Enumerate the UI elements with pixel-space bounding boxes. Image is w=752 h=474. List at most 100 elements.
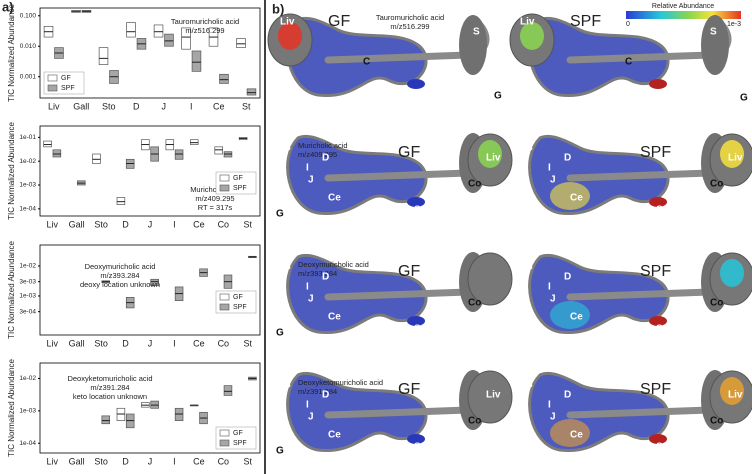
x-tick-label: Ce — [193, 456, 205, 466]
legend-label: SPF — [61, 85, 75, 92]
x-tick-label: D — [122, 219, 129, 229]
legend-label: SPF — [233, 185, 247, 192]
x-tick-label: Sto — [94, 338, 108, 348]
y-tick-label: 1e-04 — [19, 206, 36, 213]
organ-label: C — [625, 57, 632, 68]
compound-label: m/z393.284 — [298, 269, 337, 278]
compound-label: m/z409.295 — [298, 150, 337, 159]
x-tick-label: I — [173, 219, 176, 229]
y-tick-label: 0.010 — [20, 43, 37, 50]
organ-label: Co — [468, 298, 481, 309]
organ-label: Ce — [570, 430, 583, 441]
stomach — [701, 15, 729, 75]
rendering-panel: SPF Liv S C D JI G — [509, 13, 748, 116]
organ-label: St — [350, 95, 361, 106]
organ-label: St — [656, 205, 667, 216]
organ-label: Ce — [328, 312, 341, 323]
box — [92, 153, 101, 164]
organ-label: J — [550, 294, 556, 305]
compound-label: m/z391.284 — [298, 387, 337, 396]
x-tick-label: I — [173, 338, 176, 348]
box — [52, 149, 62, 158]
panel-label: a) — [2, 0, 14, 14]
stool — [407, 197, 425, 207]
organ-label: J — [696, 93, 702, 104]
compound-label: Muricholic acid — [298, 141, 348, 150]
organ-label: Co — [468, 416, 481, 427]
organ-label: Liv — [728, 153, 743, 164]
legend-swatch — [219, 429, 230, 437]
organ-label: Co — [710, 416, 723, 427]
organ-label: Liv — [520, 17, 535, 28]
cecum-signal — [550, 419, 590, 447]
organ-label: S — [473, 27, 480, 38]
organ-label: J — [550, 175, 556, 186]
stool — [649, 316, 667, 326]
x-tick-label: Sto — [102, 101, 116, 111]
organ-label: I — [548, 282, 551, 293]
y-axis-label: TIC Normalized Abundance — [7, 122, 16, 220]
y-tick-label: 0.100 — [20, 12, 37, 19]
box — [191, 50, 202, 72]
hotspot — [478, 140, 502, 168]
cecum-signal — [550, 182, 590, 210]
organ-label: Co — [468, 179, 481, 190]
legend-swatch — [219, 174, 230, 182]
organ-label: Liv — [486, 153, 501, 164]
stool — [407, 79, 425, 89]
x-tick-label: Ce — [193, 338, 205, 348]
x-tick-label: D — [122, 338, 129, 348]
organ-label: D — [690, 67, 697, 78]
box — [246, 88, 257, 96]
x-tick-label: I — [190, 101, 193, 111]
annotation: m/z409.295 — [195, 194, 234, 203]
legend-swatch — [219, 293, 230, 301]
legend-swatch — [47, 74, 58, 82]
hotspot — [720, 259, 744, 287]
box — [189, 139, 199, 145]
x-tick-label: Co — [218, 338, 230, 348]
compound-label: Deoxymuricholic acid — [298, 260, 369, 269]
box — [116, 197, 126, 205]
annotation: Tauromuricholic acid — [171, 17, 239, 26]
y-axis-label: TIC Normalized Abundance — [7, 359, 16, 457]
organ-label: D — [322, 390, 329, 401]
y-tick-label: 1e-02 — [19, 263, 36, 270]
y-tick-label: 1e-03 — [19, 408, 36, 415]
x-tick-label: Gall — [69, 338, 85, 348]
stomach — [459, 15, 487, 75]
box — [174, 149, 184, 160]
x-tick-label: St — [244, 338, 253, 348]
legend-swatch — [47, 84, 58, 92]
organ-label: I — [708, 105, 711, 116]
box — [181, 27, 191, 50]
hotspot — [720, 377, 744, 405]
organ-label: Liv — [280, 17, 295, 28]
legend-swatch — [219, 439, 230, 447]
y-tick-label: 3e-03 — [19, 278, 36, 285]
y-tick-label: 1e-03 — [19, 293, 36, 300]
organ-label: Co — [710, 179, 723, 190]
organ-label: D — [436, 68, 443, 79]
y-tick-label: 0.001 — [20, 73, 37, 80]
box — [214, 146, 223, 155]
plot-frame — [39, 244, 261, 336]
y-tick-label: 1e-02 — [19, 375, 36, 382]
box — [236, 38, 246, 48]
legend-label: SPF — [233, 440, 247, 447]
box — [223, 385, 233, 396]
x-tick-label: Co — [218, 219, 230, 229]
legend-label: GF — [233, 294, 243, 301]
organ-label: G — [494, 91, 502, 102]
legend-label: GF — [233, 430, 243, 437]
rendering-panel: SPF S I DJ Ce Co St Liv — [526, 370, 752, 453]
organ-label: S — [526, 380, 533, 391]
stool — [649, 434, 667, 444]
cecum-signal — [550, 301, 590, 329]
organ-label: I — [548, 400, 551, 411]
organ-label: G — [740, 93, 748, 104]
organ-label: J — [308, 175, 314, 186]
box — [153, 24, 164, 38]
